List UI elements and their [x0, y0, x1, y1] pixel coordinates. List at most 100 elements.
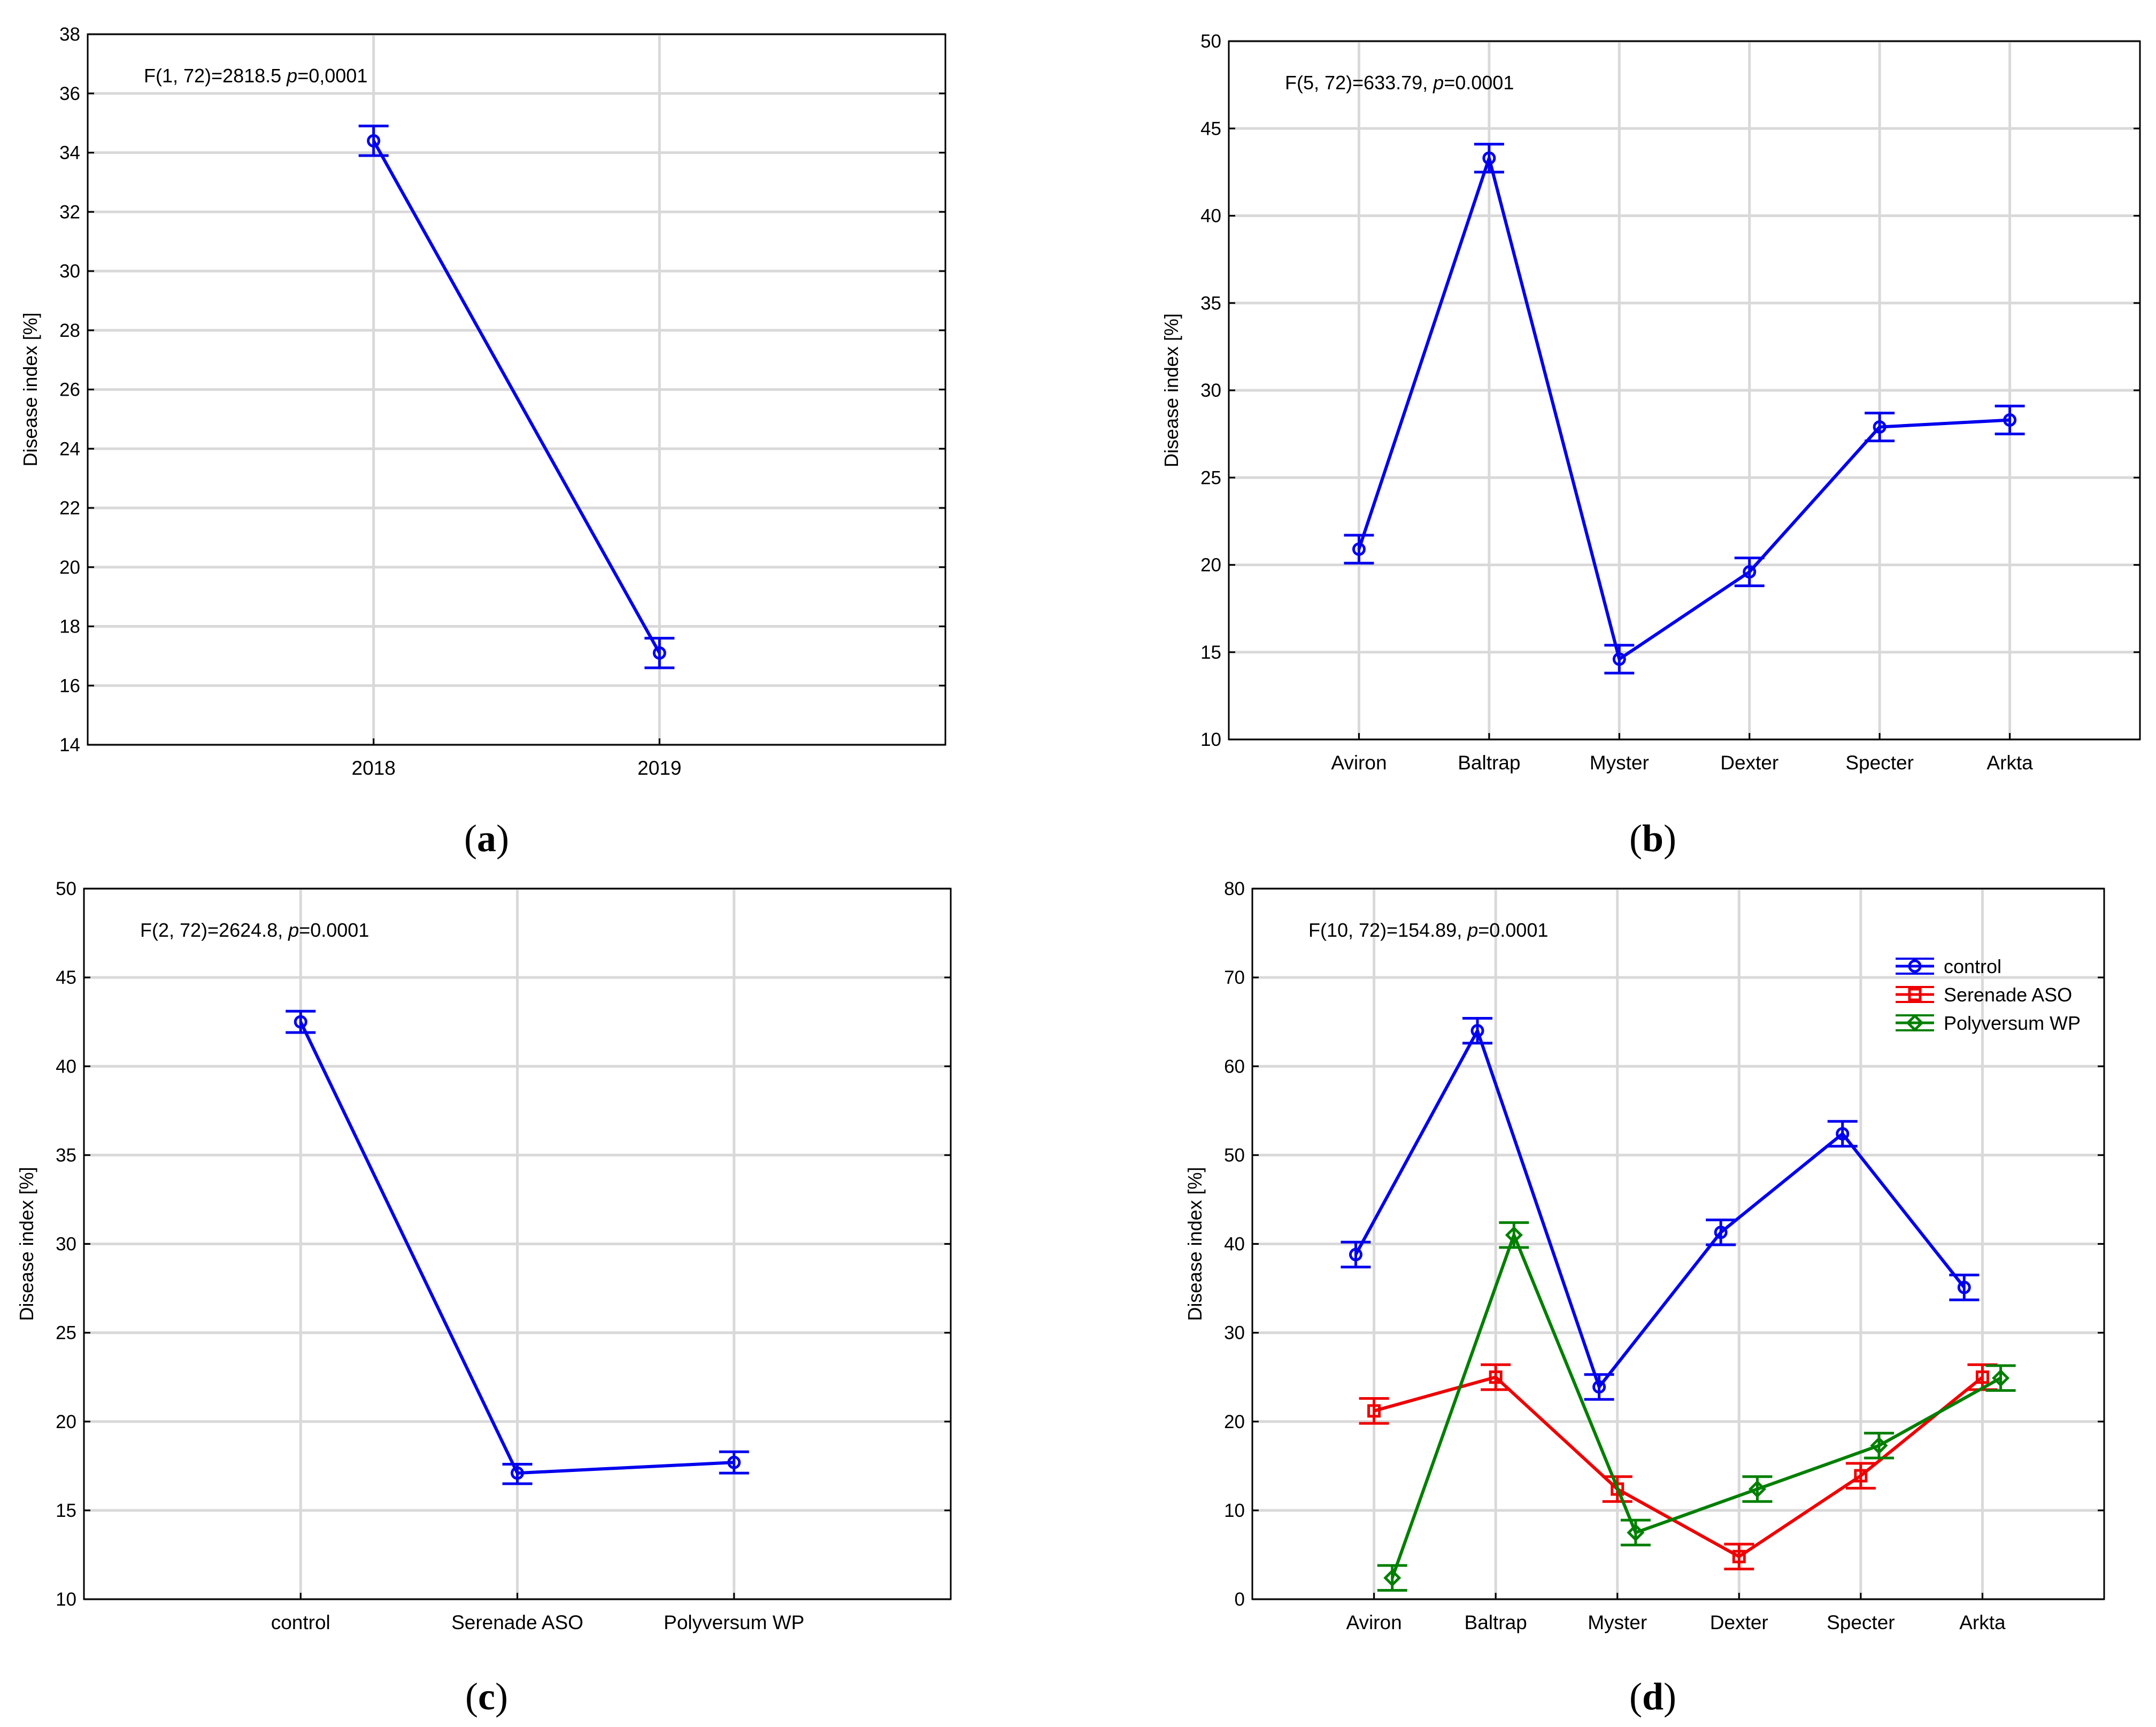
- caption-paren: (: [464, 817, 477, 860]
- y-tick-label: 15: [1200, 642, 1221, 663]
- data-point: [1482, 151, 1496, 165]
- stat-annotation: F(10, 72)=154.89, p=0.0001: [1308, 919, 1548, 941]
- x-tick-label: Serenade ASO: [451, 1612, 583, 1633]
- y-tick-label: 30: [56, 1234, 76, 1255]
- x-tick-label: Dexter: [1710, 1612, 1768, 1633]
- stat-p-symbol: p: [288, 919, 299, 941]
- panel-caption-a: (a): [464, 817, 509, 860]
- data-point: [1714, 1225, 1728, 1239]
- stat-p-symbol: p: [1467, 919, 1478, 941]
- data-point: [1854, 1469, 1868, 1483]
- series-serenade-aso: [1359, 1363, 1998, 1571]
- data-point: [1383, 1569, 1402, 1587]
- data-point: [1873, 420, 1886, 434]
- y-tick-label: 10: [1200, 729, 1221, 750]
- stat-annotation: F(2, 72)=2624.8, p=0.0001: [140, 919, 369, 941]
- data-point: [1870, 1437, 1888, 1455]
- x-tick-label: control: [271, 1612, 330, 1633]
- caption-letter: b: [1642, 817, 1664, 860]
- data-point: [1505, 1226, 1523, 1244]
- y-tick-label: 45: [1200, 118, 1221, 139]
- caption-paren: (: [1629, 1675, 1642, 1718]
- legend-label: control: [1944, 955, 2001, 977]
- data-point: [1836, 1127, 1850, 1141]
- y-tick-label: 20: [1200, 555, 1221, 576]
- y-tick-label: 18: [59, 616, 80, 637]
- y-tick-label: 30: [1200, 380, 1221, 401]
- data-point: [1489, 1370, 1503, 1384]
- y-axis-title: Disease index [%]: [19, 312, 41, 466]
- y-tick-label: 15: [56, 1500, 76, 1521]
- y-tick-label: 36: [59, 83, 80, 104]
- x-tick-label: 2018: [352, 757, 396, 779]
- legend-marker: [1908, 959, 1922, 973]
- y-tick-label: 26: [59, 380, 80, 400]
- caption-letter: d: [1642, 1675, 1664, 1718]
- x-tick-label: Polyversum WP: [664, 1612, 804, 1633]
- y-tick-label: 45: [56, 967, 76, 988]
- y-tick-label: 50: [1200, 31, 1221, 52]
- y-tick-label: 10: [1224, 1500, 1245, 1521]
- stat-prefix: F(1, 72)=2818.5: [144, 65, 287, 87]
- x-tick-label: Specter: [1845, 752, 1914, 774]
- y-tick-label: 24: [59, 438, 80, 459]
- legend-marker: [1906, 1014, 1924, 1032]
- y-tick-label: 30: [59, 261, 80, 282]
- y-tick-label: 25: [1200, 467, 1221, 488]
- x-tick-label: 2019: [637, 757, 681, 779]
- x-tick-label: Baltrap: [1465, 1612, 1527, 1633]
- data-point: [652, 646, 666, 660]
- stat-prefix: F(2, 72)=2624.8,: [140, 919, 288, 941]
- panel-caption-d: (d): [1629, 1675, 1676, 1718]
- x-tick-label: Dexter: [1720, 752, 1778, 774]
- data-point: [1957, 1281, 1971, 1294]
- data-point: [1592, 1380, 1606, 1394]
- y-tick-label: 0: [1235, 1589, 1245, 1610]
- data-point: [1470, 1024, 1484, 1038]
- stat-annotation: F(5, 72)=633.79, p=0.0001: [1285, 72, 1514, 94]
- y-tick-label: 40: [1200, 206, 1221, 227]
- y-tick-label: 38: [59, 24, 80, 45]
- y-tick-label: 25: [56, 1323, 76, 1344]
- stat-prefix: F(5, 72)=633.79,: [1285, 72, 1433, 94]
- y-tick-label: 40: [56, 1056, 76, 1077]
- y-tick-label: 34: [59, 143, 80, 164]
- x-tick-label: Aviron: [1346, 1612, 1402, 1633]
- y-tick-label: 70: [1224, 967, 1245, 988]
- stat-suffix: =0.0001: [299, 919, 369, 941]
- data-point: [511, 1466, 524, 1480]
- chart-b: 10 15 20 25 30 35 40 45 50 Aviron Baltrap Myster Dex…: [1160, 31, 2141, 774]
- y-axis-title: Disease index [%]: [16, 1167, 37, 1321]
- stat-annotation: F(1, 72)=2818.5 p=0,0001: [144, 65, 367, 87]
- caption-paren: ): [496, 817, 509, 860]
- caption-letter: c: [478, 1675, 495, 1718]
- x-tick-label: Aviron: [1331, 752, 1387, 774]
- x-tick-label: Baltrap: [1458, 752, 1520, 774]
- panel-caption-c: (c): [465, 1675, 508, 1718]
- y-tick-label: 20: [1224, 1412, 1245, 1432]
- stat-p-symbol: p: [286, 65, 297, 87]
- stat-suffix: =0,0001: [297, 65, 367, 87]
- data-point: [294, 1015, 307, 1029]
- data-point: [367, 134, 381, 148]
- x-tick-label: Myster: [1588, 1612, 1647, 1633]
- caption-paren: ): [495, 1675, 508, 1718]
- y-tick-label: 50: [1224, 1145, 1245, 1166]
- y-tick-label: 30: [1224, 1323, 1245, 1344]
- y-tick-label: 60: [1224, 1056, 1245, 1077]
- data-point: [1367, 1404, 1381, 1418]
- series-control: [1341, 1017, 1980, 1401]
- caption-paren: (: [1629, 817, 1642, 860]
- y-tick-label: 20: [56, 1412, 76, 1432]
- caption-paren: (: [465, 1675, 478, 1718]
- stat-suffix: =0.0001: [1478, 919, 1548, 941]
- series-polyversum-wp: [1377, 1221, 2016, 1592]
- data-point: [1992, 1369, 2010, 1387]
- y-tick-label: 35: [56, 1145, 76, 1166]
- stat-p-symbol: p: [1433, 72, 1444, 94]
- series-line: [1357, 156, 2010, 661]
- legend-label: Serenade ASO: [1944, 984, 2072, 1006]
- data-point: [1352, 542, 1366, 556]
- caption-paren: ): [1664, 817, 1676, 860]
- stat-prefix: F(10, 72)=154.89,: [1308, 919, 1467, 941]
